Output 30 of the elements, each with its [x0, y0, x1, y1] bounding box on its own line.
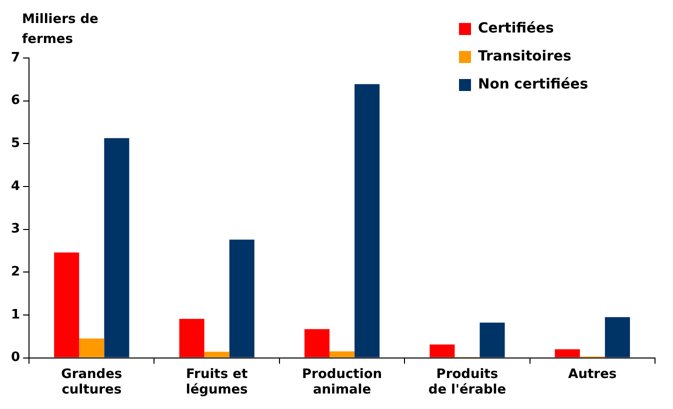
bar	[229, 240, 254, 358]
y-tick-label: 0	[11, 350, 20, 366]
x-tick-label: Grandes cultures	[61, 366, 122, 398]
bar	[304, 329, 330, 358]
x-tick-label: Fruits et légumes	[186, 366, 248, 398]
bar	[54, 252, 80, 358]
bar	[354, 84, 380, 358]
bar	[104, 138, 130, 358]
y-axis-title: Milliers de fermes	[22, 11, 100, 49]
bar	[480, 322, 505, 358]
y-tick-label: 7	[11, 50, 20, 66]
y-tick-label: 6	[11, 93, 20, 108]
bar	[204, 352, 230, 358]
bar	[179, 318, 204, 358]
bar	[79, 338, 104, 358]
legend-label: Certifiées	[478, 20, 554, 37]
legend-label: Non certifiées	[478, 76, 588, 93]
y-tick-label: 4	[11, 178, 20, 194]
x-tick-label: Autres	[568, 366, 617, 382]
legend-label: Transitoires	[478, 48, 572, 65]
x-tick-label: Produits de l'érable	[428, 366, 506, 398]
y-tick-label: 2	[11, 264, 20, 280]
x-tick-label: Production animale	[302, 366, 382, 398]
y-tick-label: 3	[11, 222, 20, 237]
y-tick-label: 1	[11, 307, 20, 322]
bar	[604, 317, 630, 358]
bar	[330, 351, 355, 358]
bar	[430, 344, 455, 358]
y-tick-label: 5	[11, 136, 20, 152]
bar	[554, 349, 580, 358]
